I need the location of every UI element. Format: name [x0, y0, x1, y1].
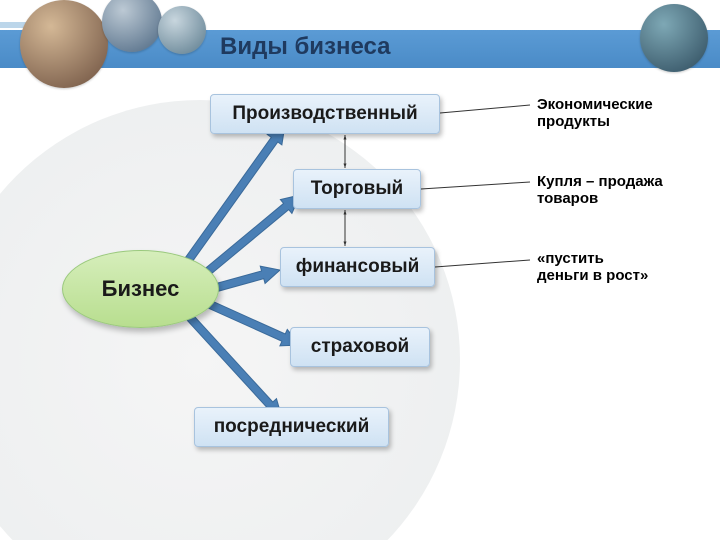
box-b2: финансовый	[280, 247, 435, 287]
box-b0: Производственный	[210, 94, 440, 134]
header-photo-0	[20, 0, 108, 88]
box-b4: посреднический	[194, 407, 389, 447]
header-photo-2	[158, 6, 206, 54]
box-b1: Торговый	[293, 169, 421, 209]
page-title: Виды бизнеса	[220, 33, 391, 61]
annotation-a2: «пуститьденьги в рост»	[537, 250, 648, 285]
box-b3: страховой	[290, 327, 430, 367]
annotation-a1: Купля – продажатоваров	[537, 173, 663, 208]
root-node: Бизнес	[62, 250, 219, 328]
header-photo-3	[640, 4, 708, 72]
background-circle	[0, 100, 460, 540]
annotation-a0: Экономическиепродукты	[537, 96, 653, 131]
